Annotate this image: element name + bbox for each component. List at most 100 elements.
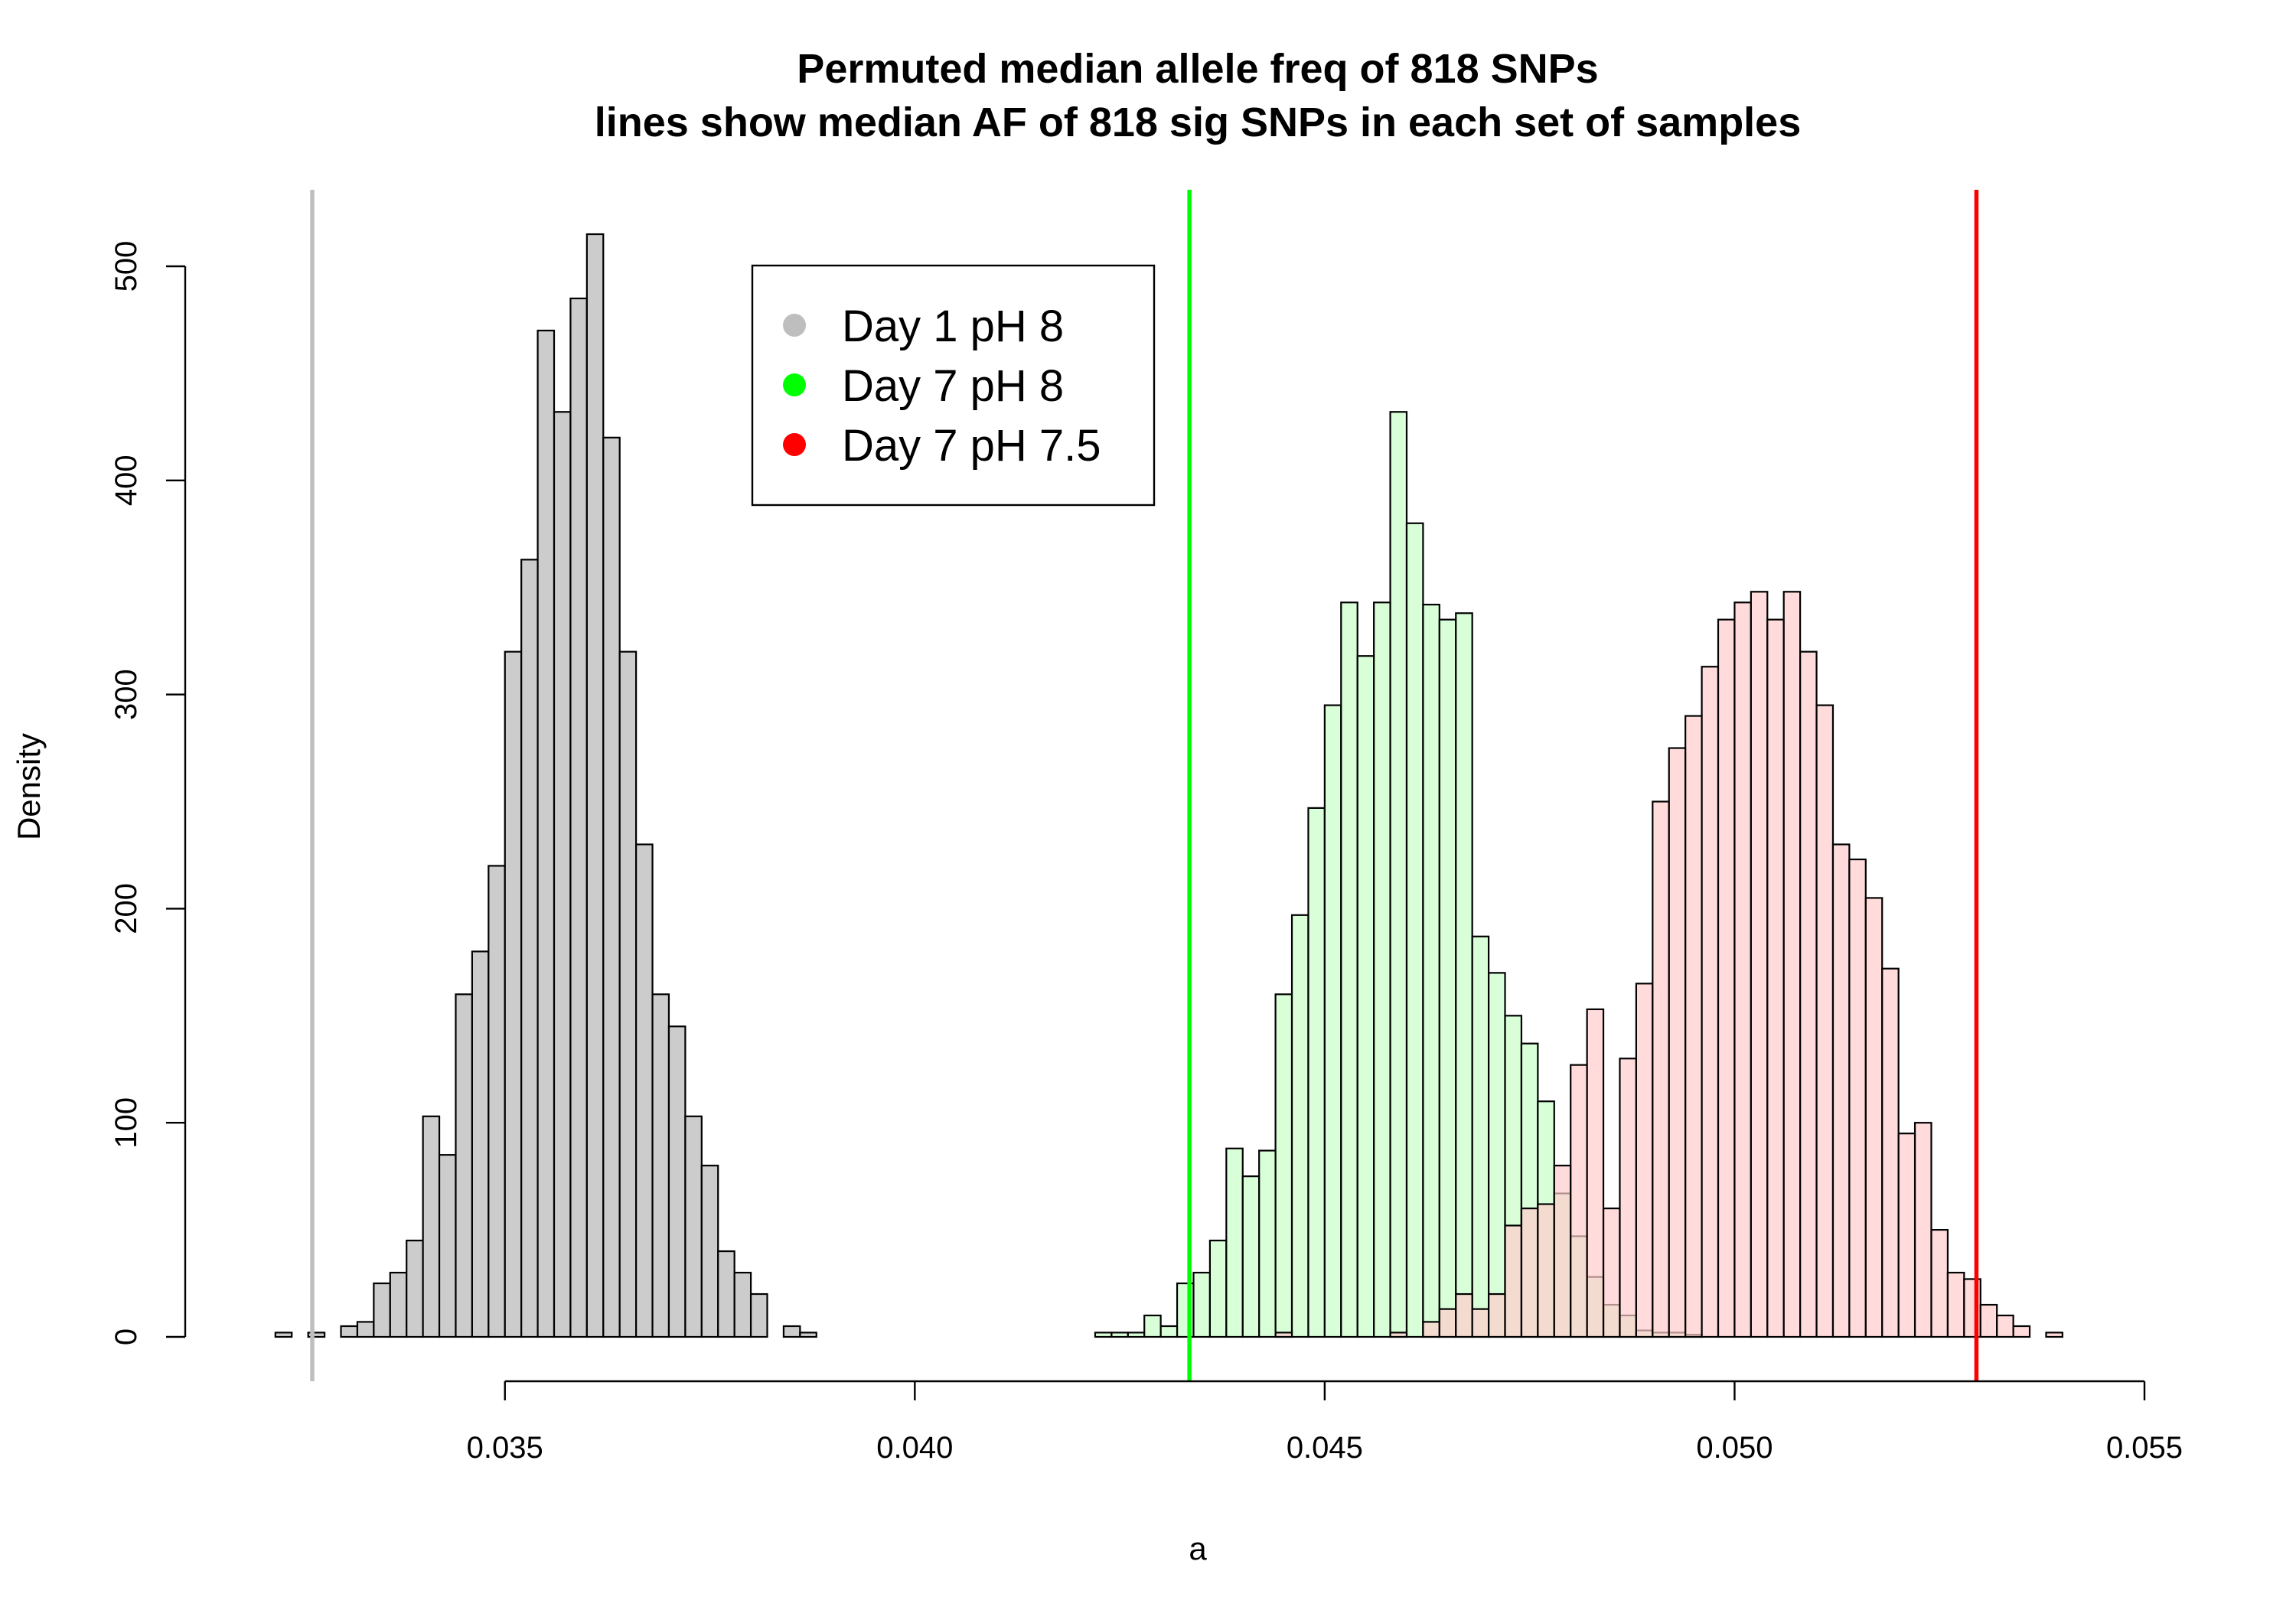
histogram-bar: [471, 950, 490, 1338]
histogram-bar: [1389, 411, 1408, 1338]
histogram-bar: [1192, 1271, 1212, 1338]
histogram-bar: [1422, 603, 1440, 1338]
series-2-bars: [1274, 591, 2063, 1338]
legend-label-day7-ph8: Day 7 pH 8: [842, 361, 1064, 411]
histogram-bar: [1487, 1292, 1506, 1338]
histogram-bar: [1553, 1165, 1572, 1338]
histogram-bar: [536, 329, 556, 1338]
series-0-bars: [274, 233, 817, 1338]
histogram-bar: [1570, 1064, 1588, 1338]
legend-label-day7-ph75: Day 7 pH 7.5: [842, 421, 1101, 471]
histogram-bar: [1241, 1175, 1261, 1338]
legend-marker-day7-ph8: [783, 373, 806, 396]
histogram-bar: [274, 1332, 293, 1338]
histogram-bar: [422, 1115, 441, 1338]
chart-subtitle: lines show median AF of 818 sig SNPs in …: [595, 99, 1802, 145]
histogram-bar: [569, 297, 588, 1338]
histogram-bar: [635, 843, 654, 1338]
histogram-bar: [1110, 1332, 1129, 1338]
histogram-bar: [1979, 1303, 1998, 1338]
histogram-bar: [1799, 650, 1818, 1338]
y-tick-label: 0: [109, 1328, 143, 1345]
histogram-bar: [553, 411, 572, 1338]
histogram-bar: [1471, 935, 1490, 1338]
histogram-bar: [782, 1325, 801, 1338]
histogram-bar: [438, 1154, 457, 1338]
histogram-bar: [1897, 1133, 1916, 1338]
histogram-bar: [717, 1250, 735, 1338]
x-tick-label: 0.055: [2106, 1431, 2183, 1465]
histogram-bar: [1405, 522, 1424, 1338]
histogram-bar: [667, 1025, 687, 1338]
histogram-bar: [1717, 618, 1736, 1338]
series-1-bars: [1094, 411, 1703, 1338]
histogram-bar: [1635, 983, 1654, 1338]
histogram-bar: [1701, 666, 1720, 1338]
histogram-bar: [1455, 612, 1473, 1338]
y-axis: 0 100 200 300 400 500: [109, 241, 187, 1345]
histogram-bar: [799, 1332, 817, 1338]
histogram-bar: [1602, 1208, 1621, 1338]
histogram-bar: [1750, 591, 1769, 1338]
histogram-bar: [1487, 972, 1506, 1338]
histogram-bar: [585, 233, 605, 1338]
histogram-bar: [602, 436, 621, 1338]
histogram-bar: [1373, 601, 1391, 1338]
histogram-bar: [1668, 747, 1687, 1338]
histogram-bar: [1619, 1058, 1637, 1338]
y-tick-label: 300: [109, 669, 143, 720]
histogram-bar: [1422, 1321, 1440, 1338]
histogram-bar: [1782, 591, 1802, 1338]
legend: Day 1 pH 8 Day 7 pH 8 Day 7 pH 7.5: [751, 264, 1156, 507]
y-tick-label: 400: [109, 455, 143, 506]
histogram-bar: [1881, 967, 1900, 1338]
legend-marker-day7-ph75: [783, 433, 806, 456]
histogram-bar: [733, 1271, 752, 1338]
x-tick-label: 0.050: [1696, 1431, 1773, 1465]
legend-marker-day1-ph8: [783, 314, 806, 337]
histogram-bar: [373, 1282, 391, 1338]
histogram-bar: [1930, 1228, 1949, 1338]
histogram-bar: [1356, 655, 1375, 1338]
histogram-bar: [700, 1165, 719, 1338]
histogram-bar: [2012, 1325, 2031, 1338]
histogram-bar: [488, 865, 506, 1338]
x-axis: 0.035 0.040 0.045 0.050 0.055: [467, 1380, 2183, 1465]
histogram-bar: [1586, 1008, 1605, 1338]
histogram-bar: [1389, 1332, 1408, 1338]
histogram-bar: [1127, 1332, 1146, 1338]
histogram-bar: [1913, 1122, 1932, 1338]
histogram-bar: [1831, 843, 1851, 1338]
histogram-bar: [504, 650, 523, 1338]
histogram-bar: [520, 559, 539, 1338]
histogram-bar: [1946, 1271, 1965, 1338]
y-tick-label: 100: [109, 1097, 143, 1149]
histogram-bar: [1307, 807, 1326, 1338]
histogram-bar: [1290, 914, 1309, 1338]
x-tick-label: 0.045: [1287, 1431, 1363, 1465]
x-axis-label: a: [1189, 1530, 1207, 1566]
legend-box: [751, 264, 1156, 507]
histogram-bar: [1733, 601, 1752, 1338]
histogram-bar: [1438, 1308, 1457, 1338]
y-tick-label: 500: [109, 241, 143, 292]
histogram-bar: [1652, 800, 1670, 1338]
histogram-bar: [684, 1115, 703, 1338]
histogram-bar: [1274, 993, 1293, 1338]
histogram-bar: [1340, 601, 1358, 1338]
histogram-bar: [1815, 704, 1835, 1338]
histogram-bar: [1094, 1332, 1113, 1338]
histogram-bar: [307, 1332, 326, 1338]
y-tick-label: 200: [109, 883, 143, 934]
histogram-bar: [1766, 618, 1785, 1338]
histogram-bar: [406, 1239, 424, 1338]
histogram-bar: [389, 1271, 408, 1338]
histogram-bar: [1684, 715, 1703, 1338]
histogram-bar: [749, 1292, 768, 1338]
histogram-bar: [356, 1321, 375, 1338]
histogram-bar: [1143, 1314, 1162, 1338]
histogram-bar: [1864, 897, 1883, 1338]
x-tick-label: 0.040: [876, 1431, 953, 1465]
histogram-bar: [1537, 1203, 1555, 1338]
